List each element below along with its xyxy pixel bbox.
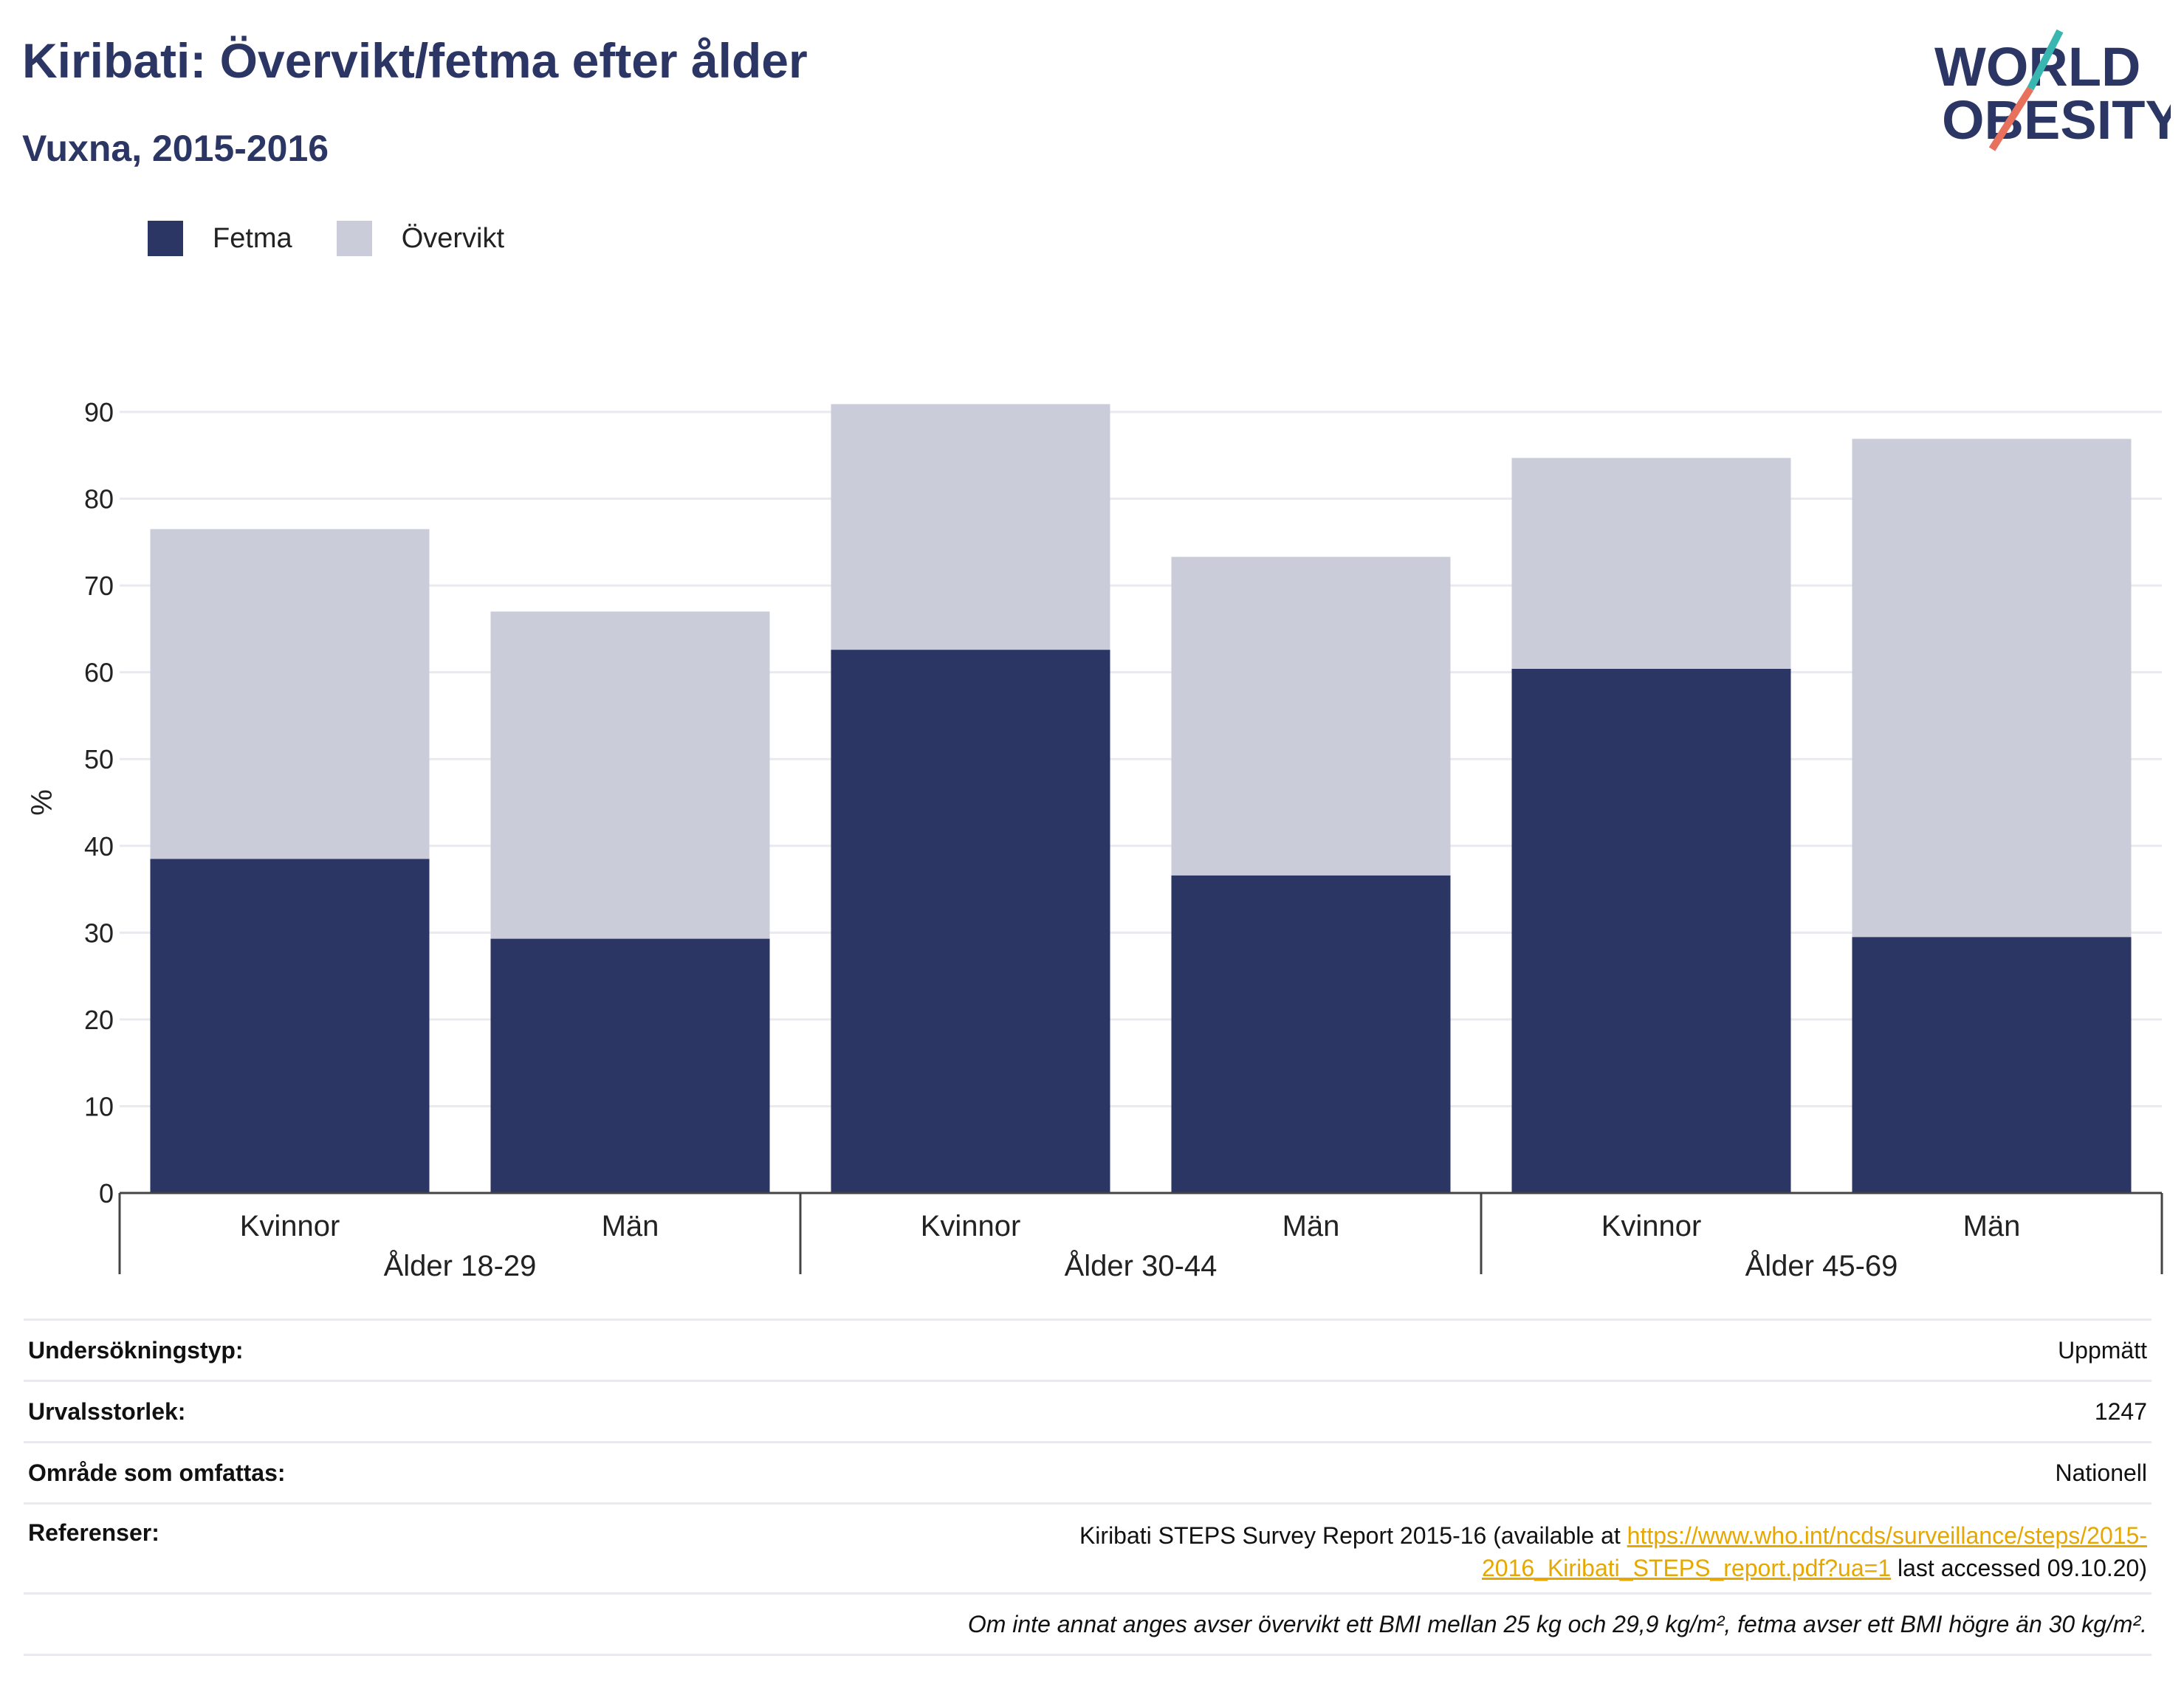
y-tick-label: 0 (99, 1178, 114, 1208)
bar-fetma-4 (1511, 668, 1791, 1193)
y-tick-label: 90 (84, 397, 114, 427)
legend-swatch-fetma (148, 221, 183, 256)
info-row-sample-size: Urvalsstorlek: 1247 (24, 1380, 2152, 1441)
logo-text-obesity: OBESITY (1942, 89, 2171, 151)
info-row-survey-type: Undersökningstyp: Uppmätt (24, 1318, 2152, 1380)
info-value: Uppmätt (2058, 1336, 2147, 1364)
bar-overvikt-0 (150, 529, 430, 859)
legend-item-overvikt[interactable]: Övervikt (336, 221, 505, 256)
legend-item-fetma[interactable]: Fetma (148, 221, 292, 256)
bar-overvikt-1 (490, 611, 770, 939)
x-group-label: Ålder 45-69 (1745, 1249, 1898, 1282)
x-category-label: Kvinnor (240, 1210, 340, 1242)
bar-overvikt-5 (1852, 439, 2132, 938)
bar-fetma-0 (150, 859, 430, 1193)
info-row-note: Om inte annat anges avser övervikt ett B… (24, 1592, 2152, 1656)
y-tick-label: 80 (84, 484, 114, 515)
x-category-label: Kvinnor (1601, 1210, 1702, 1242)
y-tick-label: 40 (84, 831, 114, 862)
references-link[interactable]: https://www.who.int/ncds/surveillance/st… (1481, 1522, 2147, 1581)
legend: Fetma Övervikt (148, 218, 549, 259)
stacked-bar-chart: 0 10 20 30 40 50 60 70 80 90% Kvinnor Män Kvinnor Män… (26, 397, 2163, 1282)
references-prefix: Kiribati STEPS Survey Report 2015-16 (av… (1079, 1522, 1621, 1549)
bar-fetma-5 (1852, 937, 2132, 1193)
logo-slash-coral (1988, 86, 2034, 151)
y-tick-label: 70 (84, 571, 114, 601)
logo-slash-teal (2027, 29, 2064, 91)
y-tick-label: 10 (84, 1091, 114, 1121)
legend-label-overvikt: Övervikt (401, 222, 505, 254)
y-axis-label: % (26, 789, 58, 816)
bar-overvikt-3 (1171, 557, 1451, 876)
y-tick-label: 50 (84, 744, 114, 774)
x-category-label: Män (602, 1210, 659, 1242)
x-category-label: Kvinnor (921, 1210, 1021, 1242)
info-value: Nationell (2055, 1459, 2147, 1486)
info-key: Referenser: (28, 1519, 159, 1546)
bmi-note: Om inte annat anges avser övervikt ett B… (967, 1610, 2147, 1637)
y-tick-label: 30 (84, 918, 114, 948)
references-text: Kiribati STEPS Survey Report 2015-16 (av… (877, 1519, 2147, 1584)
chart-subtitle: Vuxna, 2015-2016 (22, 128, 329, 169)
info-key: Urvalsstorlek: (28, 1397, 186, 1425)
info-key: Undersökningstyp: (28, 1336, 244, 1364)
bar-overvikt-4 (1511, 458, 1791, 669)
info-row-coverage: Område som omfattas: Nationell (24, 1441, 2152, 1502)
info-table: Undersökningstyp: Uppmätt Urvalsstorlek:… (24, 1318, 2152, 1656)
chart-title: Kiribati: Övervikt/fetma efter ålder (22, 33, 808, 88)
bar-fetma-1 (490, 938, 770, 1193)
y-tick-label: 20 (84, 1005, 114, 1035)
references-suffix: last accessed 09.10.20) (1898, 1555, 2147, 1581)
info-key: Område som omfattas: (28, 1459, 286, 1486)
info-value: 1247 (2094, 1397, 2147, 1425)
x-category-label: Män (1282, 1210, 1340, 1242)
world-obesity-logo: WORLD OBESITY (1934, 29, 2171, 151)
bar-fetma-3 (1171, 875, 1451, 1193)
bar-fetma-2 (831, 650, 1110, 1193)
legend-swatch-overvikt (336, 221, 372, 256)
x-group-label: Ålder 30-44 (1065, 1249, 1218, 1282)
x-category-label: Män (1963, 1210, 2021, 1242)
bar-overvikt-2 (831, 404, 1110, 650)
legend-label-fetma: Fetma (213, 222, 292, 254)
x-group-label: Ålder 18-29 (384, 1249, 537, 1282)
info-row-references: Referenser: Kiribati STEPS Survey Report… (24, 1502, 2152, 1592)
y-tick-label: 60 (84, 658, 114, 688)
